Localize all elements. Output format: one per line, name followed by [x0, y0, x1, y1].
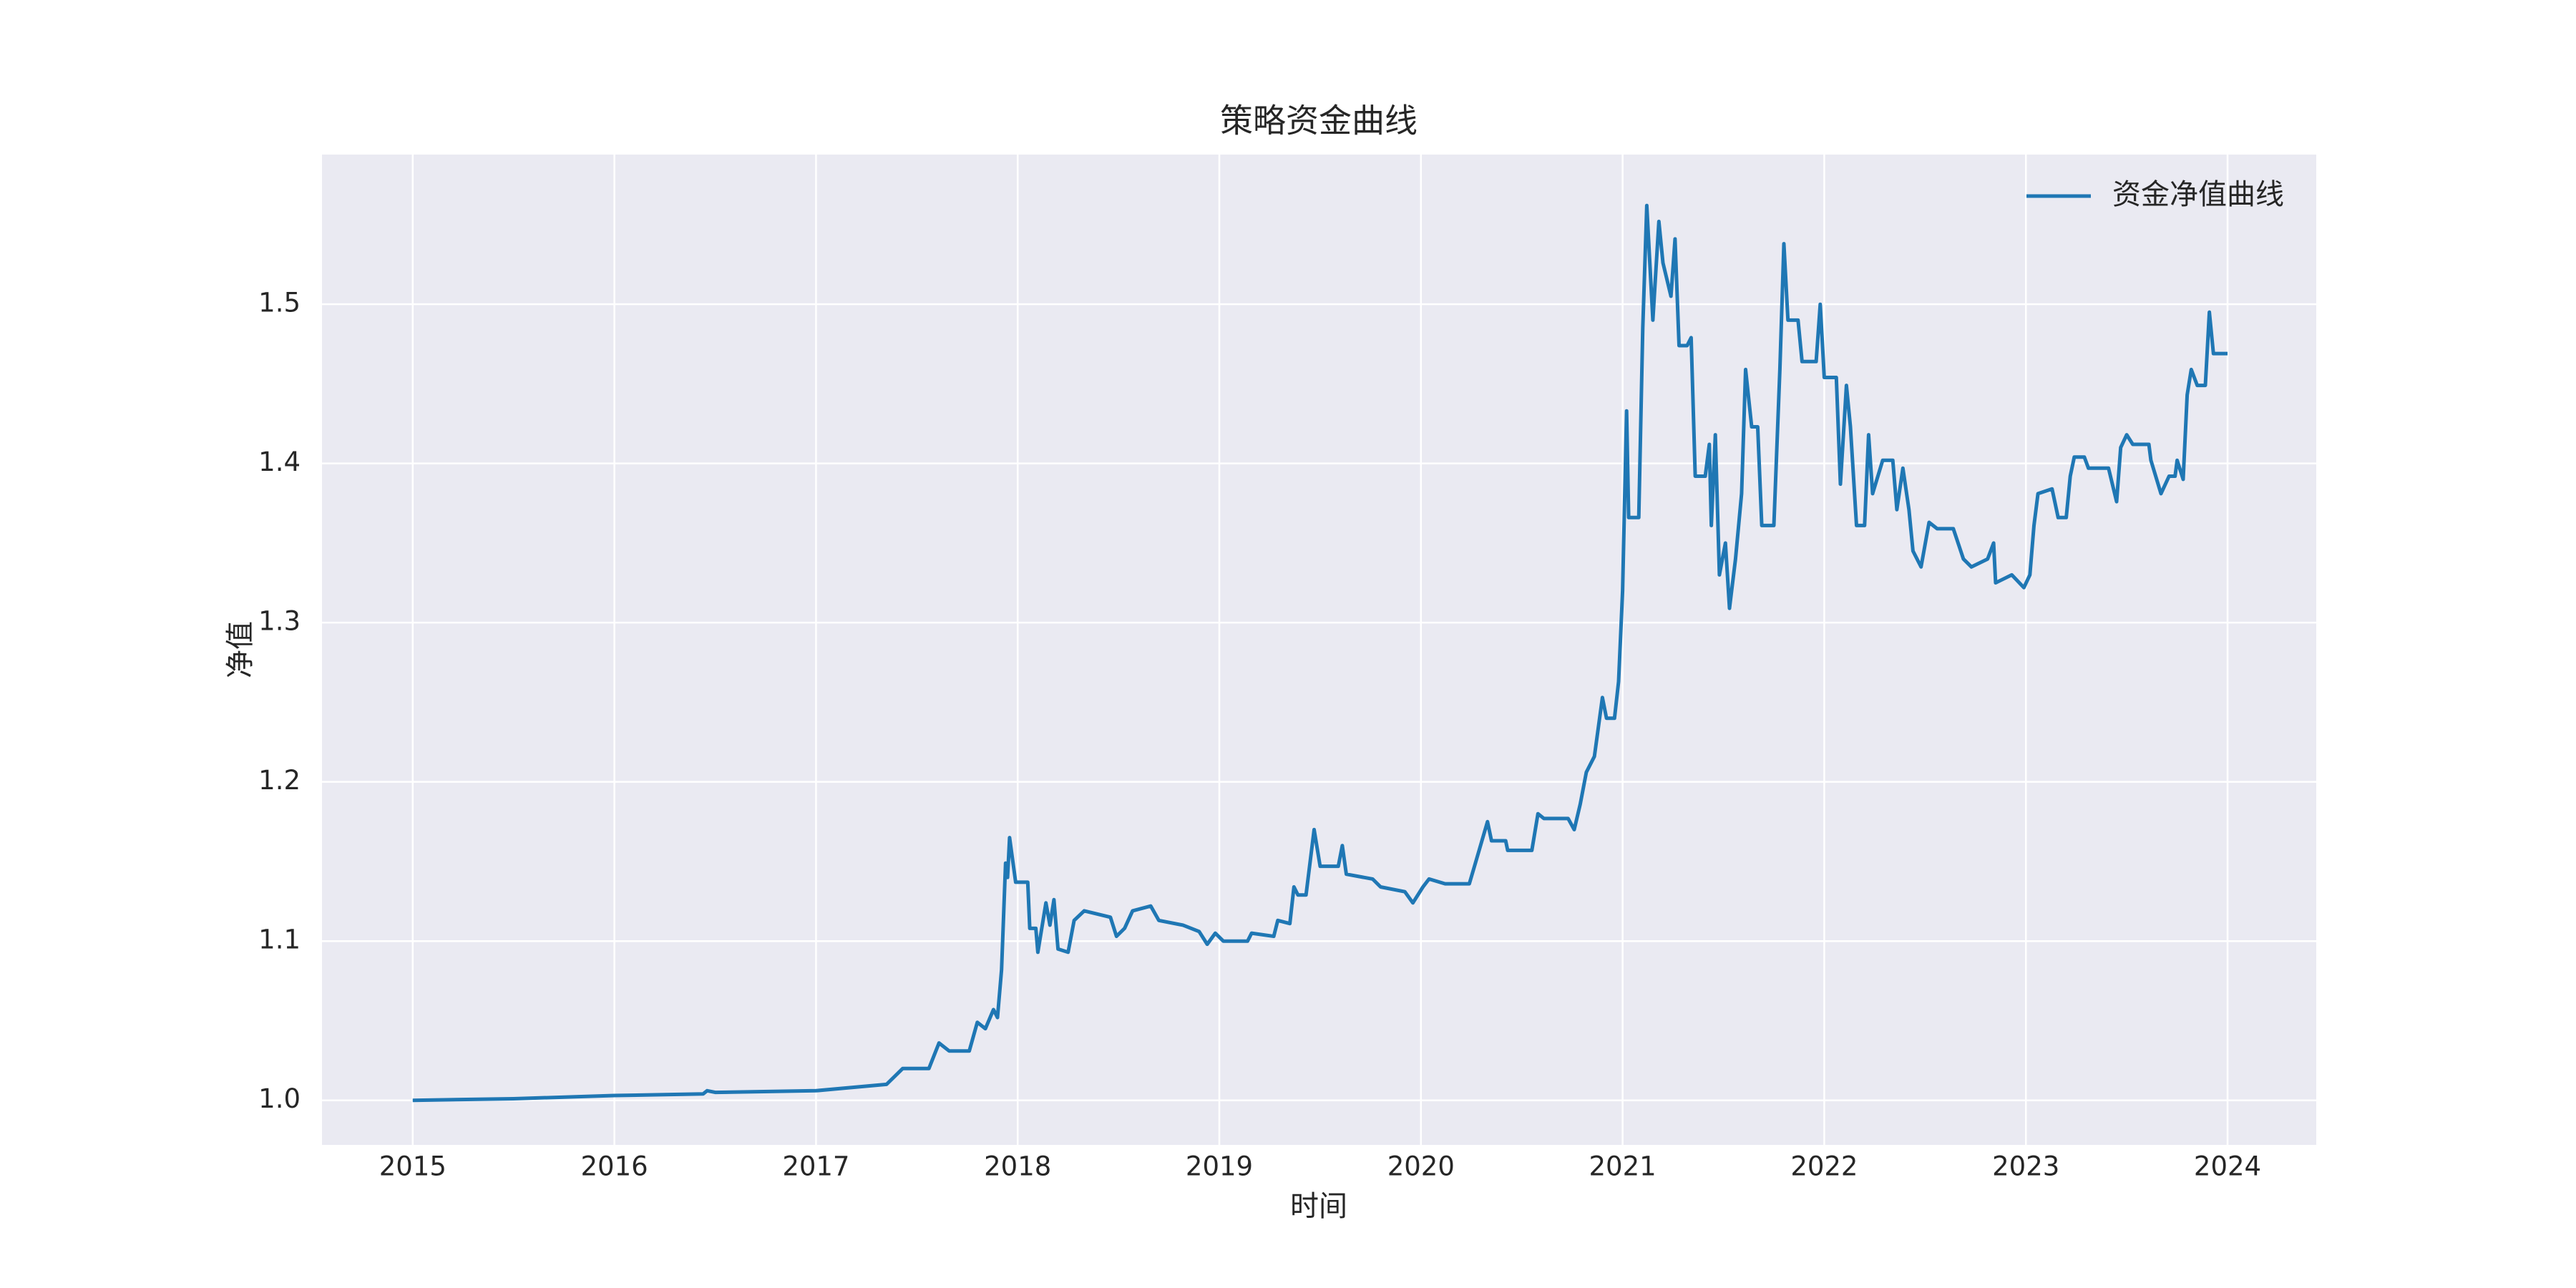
chart-title: 策略资金曲线 — [1220, 102, 1418, 140]
x-tick-label: 2024 — [2194, 1151, 2261, 1182]
x-tick-label: 2015 — [379, 1151, 447, 1182]
y-tick-label: 1.2 — [258, 765, 301, 796]
x-tick-label: 2020 — [1387, 1151, 1455, 1182]
y-tick-label: 1.0 — [258, 1083, 301, 1114]
plot-area — [322, 155, 2316, 1145]
y-tick-label: 1.1 — [258, 924, 301, 955]
x-axis-label: 时间 — [1290, 1190, 1347, 1223]
x-tick-label: 2023 — [1992, 1151, 2059, 1182]
x-tick-label: 2019 — [1186, 1151, 1253, 1182]
x-tick-label: 2021 — [1589, 1151, 1657, 1182]
x-tick-label: 2016 — [581, 1151, 648, 1182]
x-tick-label: 2018 — [984, 1151, 1051, 1182]
y-axis-label: 净值 — [224, 621, 257, 678]
data-line — [412, 203, 2228, 1103]
y-tick-label: 1.5 — [258, 288, 301, 318]
y-tick-label: 1.3 — [258, 606, 301, 637]
y-tick-label: 1.4 — [258, 447, 301, 477]
x-tick-label: 2022 — [1790, 1151, 1858, 1182]
x-tick-label: 2017 — [782, 1151, 849, 1182]
legend-label: 资金净值曲线 — [2112, 178, 2284, 211]
